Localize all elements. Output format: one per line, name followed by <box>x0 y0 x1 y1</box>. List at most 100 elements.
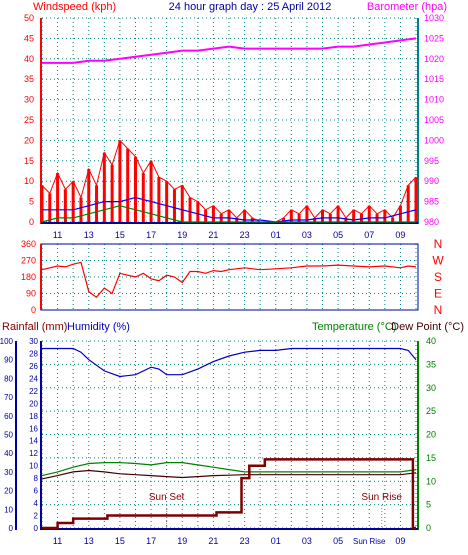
humidity-tick-label: 40 <box>4 449 13 458</box>
rainfall-tick-label: 30 <box>29 337 38 346</box>
series-windspeed-line <box>41 139 417 223</box>
series-humidity <box>42 347 417 378</box>
humidity-tick-label: 30 <box>4 468 13 477</box>
windspeed-tick-label: 50 <box>24 13 34 23</box>
windspeed-tick-label: 5 <box>29 197 34 207</box>
wind-barometer-panel: 0510152025303540455098098599099510001005… <box>24 13 444 240</box>
rainfall-tick-label: 2 <box>34 512 39 521</box>
compass-label: E <box>434 287 442 301</box>
time-tick-label: 17 <box>146 230 156 240</box>
rainfall-tick-label: 22 <box>29 387 38 396</box>
time-tick-label: 01 <box>271 230 281 240</box>
sun-set-label: Sun Set <box>149 492 185 503</box>
time-tick-label: 09 <box>395 230 405 240</box>
time-tick-label-lower: 17 <box>146 536 156 546</box>
windspeed-tick-label: 0 <box>29 217 34 227</box>
time-tick-label-lower: 11 <box>53 536 62 546</box>
time-tick-label-lower: 13 <box>84 536 94 546</box>
barometer-tick-label: 1020 <box>424 54 444 64</box>
barometer-tick-label: 995 <box>424 156 439 166</box>
time-tick-label: 21 <box>208 230 218 240</box>
series-windspeed <box>40 140 418 222</box>
windspeed-tick-label: 25 <box>24 115 34 125</box>
windspeed-tick-label: 10 <box>24 176 34 186</box>
direction-tick-label: 90 <box>26 289 36 299</box>
barometer-tick-label: 980 <box>424 217 439 227</box>
time-tick-label-lower: 05 <box>333 536 343 546</box>
time-tick-label-lower: 01 <box>271 536 281 546</box>
time-tick-label: 13 <box>84 230 94 240</box>
temperature-axis-title: Temperature (°C) <box>312 321 396 333</box>
dewpoint-axis-title: Dew Point (°C) <box>391 321 464 333</box>
barometer-tick-label: 1000 <box>424 135 444 145</box>
temperature-tick-label: 10 <box>426 476 436 486</box>
rainfall-tick-label: 10 <box>29 462 38 471</box>
rainfall-tick-label: 12 <box>29 449 38 458</box>
series-barometer <box>42 37 417 64</box>
rainfall-tick-label: 6 <box>34 487 39 496</box>
time-tick-label-lower: Sun Rise <box>353 537 386 546</box>
humidity-tick-label: 10 <box>4 505 13 514</box>
direction-tick-label: 0 <box>31 305 36 315</box>
rainfall-axis-title: Rainfall (mm) <box>2 321 67 333</box>
temperature-tick-label: 40 <box>426 336 436 346</box>
time-tick-label-lower: 03 <box>302 536 312 546</box>
rainfall-tick-label: 24 <box>29 374 38 383</box>
temperature-tick-label: 25 <box>426 406 436 416</box>
barometer-tick-label: 1010 <box>424 95 444 105</box>
time-tick-label: 07 <box>364 230 374 240</box>
time-tick-label: 03 <box>302 230 312 240</box>
time-tick-label-lower: 09 <box>395 536 405 546</box>
compass-label: S <box>434 270 442 284</box>
windspeed-axis-title: Windspeed (kph) <box>33 1 116 13</box>
series-rainfall <box>42 458 416 530</box>
rainfall-tick-label: 28 <box>29 349 38 358</box>
barometer-tick-label: 985 <box>424 197 439 207</box>
series-temperature <box>41 462 417 477</box>
temperature-tick-label: 30 <box>426 383 436 393</box>
temperature-tick-label: 15 <box>426 453 436 463</box>
time-tick-label: 15 <box>115 230 125 240</box>
time-tick-label-lower: 15 <box>115 536 125 546</box>
time-tick-label-lower: 19 <box>177 536 187 546</box>
time-tick-label: 05 <box>333 230 343 240</box>
time-tick-label-lower: 23 <box>240 536 250 546</box>
barometer-tick-label: 1025 <box>424 33 444 43</box>
temperature-tick-label: 35 <box>426 359 436 369</box>
humidity-tick-label: 0 <box>9 524 14 533</box>
direction-tick-label: 360 <box>21 239 36 249</box>
rainfall-tick-label: 18 <box>29 412 38 421</box>
compass-label: W <box>432 254 444 268</box>
rainfall-tick-label: 14 <box>29 437 38 446</box>
rainfall-tick-label: 8 <box>34 474 39 483</box>
series-gust <box>41 205 416 223</box>
rainfall-tick-label: 26 <box>29 362 38 371</box>
rainfall-tick-label: 20 <box>29 399 38 408</box>
barometer-tick-label: 990 <box>424 176 439 186</box>
humidity-tick-label: 90 <box>4 356 13 365</box>
direction-tick-label: 270 <box>21 256 36 266</box>
rainfall-tick-label: 0 <box>34 524 39 533</box>
barometer-tick-label: 1030 <box>424 13 444 23</box>
series-direction <box>41 261 417 299</box>
time-tick-label-lower: 21 <box>208 536 218 546</box>
compass-label: N <box>434 237 443 251</box>
temperature-tick-label: 0 <box>426 523 431 533</box>
barometer-tick-label: 1005 <box>424 115 444 125</box>
direction-tick-label: 180 <box>21 272 36 282</box>
time-tick-label: 11 <box>53 230 62 240</box>
humidity-tick-label: 80 <box>4 374 13 383</box>
series-average <box>42 196 417 223</box>
windspeed-tick-label: 40 <box>24 54 34 64</box>
humidity-tick-label: 100 <box>0 337 14 346</box>
barometer-axis-title: Barometer (hpa) <box>367 1 447 13</box>
windspeed-tick-label: 20 <box>24 135 34 145</box>
temperature-tick-label: 5 <box>426 500 431 510</box>
rainfall-tick-label: 16 <box>29 424 38 433</box>
rainfall-tick-label: 4 <box>34 499 39 508</box>
humidity-tick-label: 70 <box>4 393 13 402</box>
humidity-axis-title: Humidity (%) <box>67 321 130 333</box>
time-tick-label: 19 <box>177 230 187 240</box>
series-dew-point <box>41 469 417 480</box>
